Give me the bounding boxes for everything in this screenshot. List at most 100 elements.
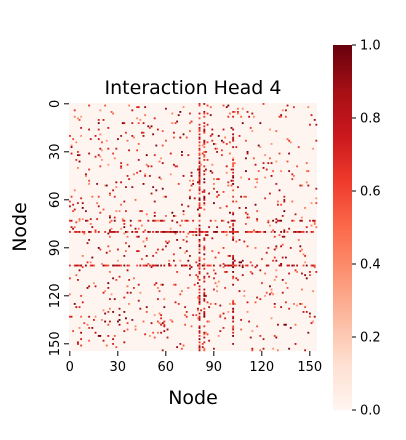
heatmap-cell	[232, 189, 235, 192]
heatmap-cell	[113, 298, 116, 301]
heatmap-cell	[197, 296, 199, 299]
heatmap-cell	[232, 229, 235, 232]
heatmap-cell	[109, 320, 111, 323]
heatmap-cell	[198, 298, 201, 301]
heatmap-cell	[97, 122, 100, 125]
heatmap-cell	[88, 168, 91, 171]
heatmap-cell	[203, 154, 206, 157]
heatmap-cell	[137, 227, 140, 230]
heatmap-cell	[123, 219, 126, 222]
heatmap-cell	[152, 331, 155, 334]
heatmap-cell	[104, 290, 107, 293]
heatmap-cell	[232, 315, 235, 318]
heatmap-cell	[198, 160, 201, 163]
heatmap-cell	[219, 330, 222, 333]
heatmap-cell	[198, 104, 201, 107]
heatmap-cell	[235, 277, 238, 280]
heatmap-cell	[232, 211, 235, 214]
heatmap-cell	[232, 163, 235, 166]
heatmap-cell	[256, 178, 259, 181]
heatmap-cell	[237, 112, 239, 115]
heatmap-cell	[144, 106, 147, 109]
heatmap-cell	[203, 170, 206, 173]
heatmap-cell	[203, 202, 206, 205]
heatmap-cell	[285, 256, 287, 259]
heatmap-cell	[198, 251, 201, 254]
heatmap-cell	[229, 303, 231, 305]
heatmap-cell	[142, 320, 145, 323]
heatmap-cell	[310, 202, 313, 205]
heatmap-cell	[259, 146, 262, 149]
heatmap-cell	[198, 176, 201, 179]
heatmap-cell	[187, 219, 190, 222]
heatmap-cell	[168, 240, 171, 243]
heatmap-cell	[189, 195, 191, 198]
heatmap-cell	[113, 195, 116, 198]
heatmap-cell	[109, 271, 111, 273]
heatmap-cell	[198, 154, 201, 157]
heatmap-cell	[192, 314, 195, 317]
heatmap-cell	[97, 205, 100, 208]
heatmap-cell	[209, 170, 212, 173]
heatmap-cell	[198, 264, 201, 267]
heatmap-cell	[193, 231, 196, 233]
heatmap-cell	[94, 285, 97, 288]
heatmap-cell	[285, 301, 287, 304]
heatmap-cell	[214, 282, 217, 285]
heatmap-cell	[232, 311, 235, 313]
heatmap-cell	[131, 186, 134, 189]
heatmap-cell	[137, 143, 140, 145]
heatmap-cell	[254, 301, 257, 304]
heatmap-cell	[299, 245, 302, 248]
heatmap-cell	[227, 115, 230, 118]
heatmap-cell	[198, 179, 201, 182]
heatmap-cell	[203, 195, 206, 198]
x-tick-label: 30	[110, 360, 127, 375]
heatmap-cell	[153, 314, 156, 317]
heatmap-cell	[310, 264, 313, 267]
heatmap-cell	[208, 306, 211, 309]
heatmap-cell	[97, 195, 100, 198]
heatmap-cell	[275, 269, 278, 272]
heatmap-cell	[161, 130, 164, 133]
heatmap-cell	[232, 128, 235, 131]
heatmap-cell	[280, 306, 283, 309]
heatmap-cell	[312, 231, 315, 233]
heatmap-cell	[77, 151, 79, 153]
heatmap-cell	[78, 269, 81, 272]
heatmap-cell	[232, 271, 235, 273]
heatmap-cell	[254, 247, 257, 249]
heatmap-cell	[241, 107, 244, 110]
heatmap-cell	[136, 250, 139, 253]
heatmap-cell	[293, 106, 295, 109]
heatmap-cell	[227, 181, 230, 184]
heatmap-cell	[152, 264, 155, 267]
heatmap-cell	[232, 139, 235, 142]
heatmap-cell	[270, 175, 273, 177]
heatmap-cell	[110, 219, 113, 222]
heatmap-cell	[147, 125, 150, 128]
heatmap-cell	[264, 272, 267, 275]
heatmap-cell	[96, 218, 99, 221]
heatmap-cell	[107, 147, 110, 150]
heatmap-cell	[278, 264, 281, 267]
heatmap-cell	[259, 349, 262, 352]
heatmap-cell	[142, 183, 145, 185]
heatmap-cell	[241, 259, 244, 262]
heatmap-cell	[78, 264, 81, 267]
heatmap-cell	[301, 288, 303, 291]
heatmap-cell	[285, 282, 287, 285]
heatmap-cell	[232, 327, 235, 329]
heatmap-cell	[221, 219, 223, 222]
heatmap-cell	[173, 259, 175, 262]
heatmap-cell	[88, 285, 91, 288]
heatmap-cell	[256, 218, 259, 221]
heatmap-cell	[254, 203, 257, 206]
heatmap-cell	[281, 256, 284, 259]
heatmap-cell	[123, 232, 126, 235]
heatmap-cell	[99, 133, 102, 136]
heatmap-cell	[80, 264, 83, 267]
heatmap-cell	[70, 226, 73, 229]
heatmap-cell	[73, 189, 76, 192]
heatmap-cell	[117, 259, 119, 262]
